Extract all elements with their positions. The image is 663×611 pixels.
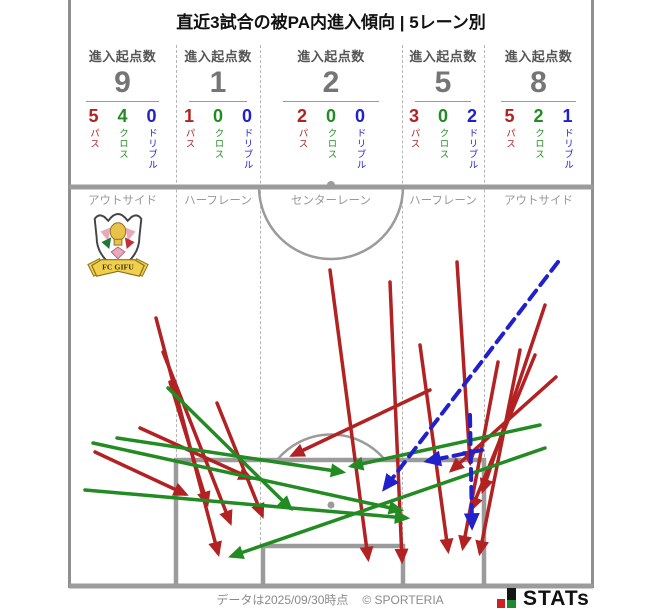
- lane-divider: [484, 45, 485, 462]
- pass-arrow: [455, 260, 477, 467]
- stat-header: 進入起点数: [184, 49, 252, 64]
- pass-count: 3: [408, 106, 419, 126]
- entry-total: 9: [114, 66, 131, 99]
- dribble-count: 1: [562, 106, 573, 126]
- stats-logo-icon: [497, 588, 519, 609]
- cross-label: クロス: [533, 128, 544, 160]
- cross-label: クロス: [117, 128, 128, 160]
- pass-label: パス: [408, 128, 420, 149]
- pass-arrow: [289, 388, 432, 457]
- entry-total: 5: [434, 66, 452, 99]
- dribble-label: ドリブル: [562, 128, 573, 170]
- pass-arrow: [479, 303, 547, 494]
- lane-stats-center: 進入起点数 2 2 パス 0 クロス 0 ドリブル: [260, 46, 402, 186]
- footer-note: データは2025/09/30時点 © SPORTERIA: [160, 591, 500, 608]
- stats-brand-logo: STATs: [497, 588, 590, 609]
- cross-arrow: [91, 441, 405, 515]
- stat-header: 進入起点数: [88, 49, 157, 64]
- entry-total: 2: [322, 66, 340, 99]
- dribble-arrow: [463, 413, 480, 531]
- pass-count: 1: [183, 106, 194, 126]
- stat-rule: [86, 101, 159, 102]
- pass-count: 5: [88, 106, 99, 126]
- dribble-count: 0: [241, 106, 252, 126]
- center-spot: [327, 181, 335, 189]
- copyright: © SPORTERIA: [362, 593, 444, 607]
- dribble-label: ドリブル: [466, 128, 478, 170]
- dribble-label: ドリブル: [354, 128, 366, 170]
- pass-arrow: [93, 450, 189, 496]
- dribble-count: 2: [466, 106, 477, 126]
- crest-banner: [91, 259, 145, 277]
- cross-label: クロス: [212, 128, 224, 160]
- stat-rule: [501, 101, 576, 102]
- pass-count: 2: [296, 106, 307, 126]
- lane-stats-outside-right: 進入起点数 8 5 パス 2 クロス 1 ドリブル: [484, 46, 593, 186]
- cross-arrow: [115, 436, 347, 478]
- stat-rule: [189, 101, 247, 102]
- crest-banner-text: FC GIFU: [102, 262, 134, 271]
- cross-count: 0: [325, 106, 336, 126]
- cross-count: 0: [212, 106, 223, 126]
- lane-label-outside-left: アウトサイド: [88, 195, 157, 207]
- lane-label-outside-right: アウトサイド: [504, 195, 573, 207]
- lane-stats-half-right: 進入起点数 5 3 パス 0 クロス 2 ドリブル: [402, 46, 484, 186]
- stat-rule: [415, 101, 471, 102]
- data-note: データは2025/09/30時点: [216, 593, 349, 607]
- entry-total: 1: [209, 66, 227, 99]
- pass-arrow: [168, 380, 211, 508]
- stats-brand-text: STATs: [523, 587, 590, 610]
- cross-count: 4: [117, 106, 128, 126]
- cross-label: クロス: [325, 128, 337, 160]
- cross-count: 0: [437, 106, 448, 126]
- pass-label: パス: [88, 128, 99, 149]
- pass-arrow: [161, 350, 233, 526]
- pass-label: パス: [504, 128, 515, 149]
- dribble-count: 0: [354, 106, 365, 126]
- pass-arrow: [138, 426, 254, 480]
- cross-label: クロス: [437, 128, 449, 160]
- lane-divider: [176, 45, 177, 462]
- fc-gifu-club-logo: FC GIFU: [87, 213, 149, 277]
- stat-rule: [282, 101, 380, 102]
- dribble-count: 0: [146, 106, 157, 126]
- lane-label-half-left: ハーフレーン: [184, 195, 252, 207]
- cross-arrow: [166, 386, 293, 511]
- dribble-arrow: [382, 260, 560, 492]
- pass-count: 5: [504, 106, 515, 126]
- lane-divider: [402, 45, 403, 545]
- stat-header: 進入起点数: [297, 49, 365, 64]
- cross-arrow: [347, 423, 542, 471]
- dribble-label: ドリブル: [241, 128, 253, 170]
- lane-divider: [260, 45, 261, 545]
- lane-stats-outside-left: 進入起点数 9 5 パス 4 クロス 0 ドリブル: [69, 46, 176, 186]
- chart-title: 直近3試合の被PA内進入傾向 | 5レーン別: [176, 13, 486, 32]
- dribble-arrow: [423, 448, 484, 467]
- lane-label-center: センターレーン: [291, 195, 371, 207]
- cross-arrow: [228, 446, 547, 559]
- stat-header: 進入起点数: [409, 49, 477, 64]
- pass-label: パス: [296, 128, 308, 149]
- cross-count: 2: [533, 106, 544, 126]
- stat-header: 進入起点数: [504, 49, 573, 64]
- penalty-spot: [327, 501, 335, 509]
- lane-label-half-right: ハーフレーン: [409, 195, 477, 207]
- penalty-arc: [276, 433, 386, 461]
- entry-total: 8: [530, 66, 547, 99]
- pitch-right-border: [591, 0, 594, 588]
- dribble-label: ドリブル: [146, 128, 157, 170]
- pass-label: パス: [183, 128, 195, 149]
- pitch-left-border: [68, 0, 71, 588]
- pass-arrow: [475, 348, 522, 557]
- lane-stats-half-left: 進入起点数 1 1 パス 0 クロス 0 ドリブル: [176, 46, 260, 186]
- center-circle: [257, 186, 405, 261]
